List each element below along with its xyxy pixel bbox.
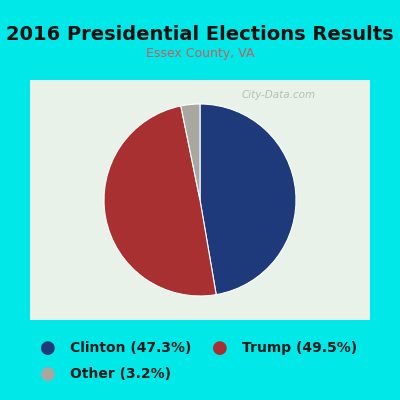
Text: 2016 Presidential Elections Results: 2016 Presidential Elections Results xyxy=(6,24,394,44)
Wedge shape xyxy=(104,106,216,296)
Text: Other (3.2%): Other (3.2%) xyxy=(70,367,171,381)
Text: ●: ● xyxy=(40,339,56,357)
Text: Trump (49.5%): Trump (49.5%) xyxy=(242,341,357,355)
Wedge shape xyxy=(181,104,200,200)
Text: Essex County, VA: Essex County, VA xyxy=(146,48,254,60)
Text: City-Data.com: City-Data.com xyxy=(241,90,315,100)
Text: Clinton (47.3%): Clinton (47.3%) xyxy=(70,341,191,355)
Wedge shape xyxy=(200,104,296,295)
Text: ●: ● xyxy=(40,365,56,383)
Text: ●: ● xyxy=(212,339,228,357)
